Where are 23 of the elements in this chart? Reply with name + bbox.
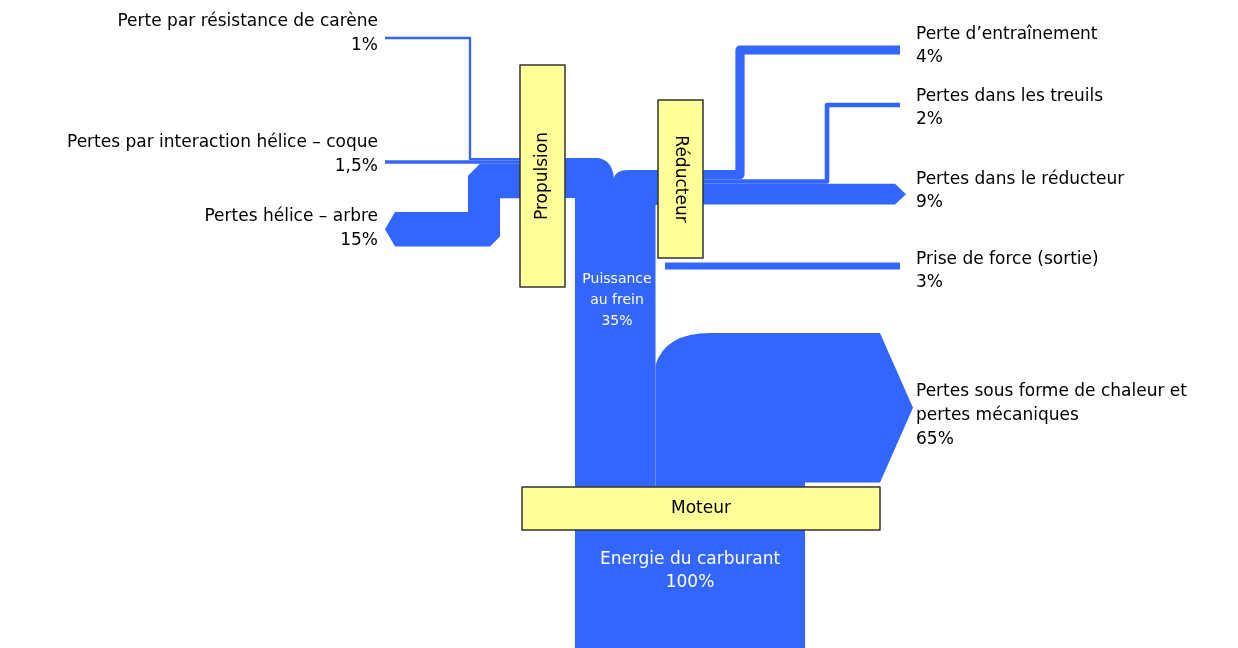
data-label: 2% [916,108,943,129]
data-label: 65% [916,428,954,449]
category-label: Pertes par interaction hélice – coque [67,131,378,152]
data-label: 3% [916,271,943,292]
data-label: 1% [351,34,378,55]
text: Réducteur [672,135,693,223]
category-label: Pertes dans le réducteur [916,168,1125,189]
data-label: 15% [340,229,378,250]
category-label: Pertes hélice – arbre [204,205,378,226]
data-label: 35% [601,311,633,328]
category-label: Puissance au frein [582,269,652,307]
category-label: Pertes sous forme de chaleur et pertes mécaniques [916,380,1188,425]
category-label: Perte par résistance de carène [117,10,378,31]
data-label: 1,5% [334,155,378,176]
data-label: 9% [916,191,943,212]
data-label: 100% [665,571,715,592]
category-label: Energie du carburant [599,548,781,569]
text: Propulsion [530,131,551,221]
data-label: 4% [916,46,943,67]
category-label: Pertes dans les treuils [916,85,1104,106]
text: Moteur [671,496,731,517]
category-label: Perte d’entraînement [916,23,1098,44]
category-label: Prise de force (sortie) [916,248,1099,269]
